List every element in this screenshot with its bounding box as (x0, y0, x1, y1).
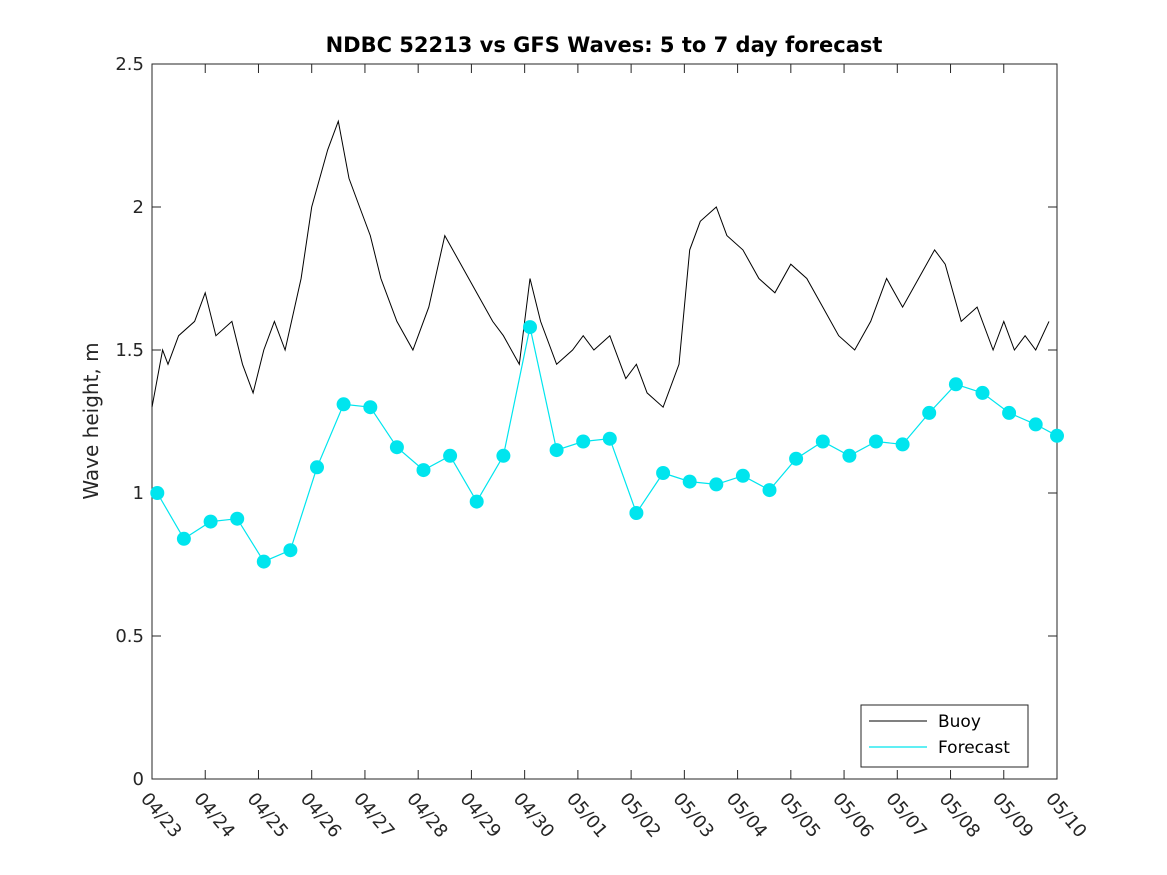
forecast-point (416, 463, 431, 478)
forecast-point (789, 451, 804, 466)
forecast-point (576, 434, 591, 449)
y-tick-label: 1.5 (115, 340, 144, 361)
x-tick-label: 05/09 (988, 789, 1037, 842)
forecast-point (922, 405, 937, 420)
forecast-point (762, 483, 777, 498)
x-tick-label: 05/03 (669, 789, 718, 842)
x-tick-label: 05/07 (881, 789, 930, 842)
x-tick-label: 04/26 (296, 789, 345, 842)
chart-title: NDBC 52213 vs GFS Waves: 5 to 7 day fore… (326, 33, 883, 57)
forecast-point (523, 320, 537, 335)
forecast-point (336, 397, 351, 412)
x-tick-label: 05/05 (775, 789, 824, 842)
forecast-point (975, 385, 990, 400)
legend-buoy-label: Buoy (938, 712, 981, 732)
legend-forecast-label: Forecast (938, 738, 1010, 758)
forecast-point (948, 377, 963, 392)
legend: Buoy Forecast (860, 704, 1029, 768)
y-axis-label: Wave height, m (79, 342, 103, 499)
forecast-point (256, 554, 271, 569)
forecast-point (150, 486, 165, 500)
x-tick-label: 05/01 (562, 789, 611, 842)
forecast-point (363, 400, 378, 415)
forecast-point (469, 494, 484, 509)
y-tick-label: 2.5 (115, 54, 144, 75)
forecast-point (709, 477, 724, 492)
forecast-point (842, 448, 857, 463)
forecast-point (496, 448, 511, 463)
forecast-point (310, 460, 324, 475)
x-tick-label: 04/27 (349, 789, 398, 842)
x-tick-label: 04/23 (136, 789, 185, 842)
forecast-point (1050, 428, 1064, 443)
forecast-point (629, 506, 644, 520)
x-tick-label: 04/28 (402, 789, 451, 842)
forecast-point (682, 474, 697, 489)
x-tick-label: 04/25 (243, 789, 292, 842)
axes-box (151, 63, 1058, 780)
x-tick-label: 04/24 (189, 789, 238, 842)
x-tick-label: 05/02 (615, 789, 664, 842)
forecast-point (176, 531, 191, 546)
forecast-point (815, 434, 830, 449)
forecast-point (735, 468, 750, 483)
y-tick-label: 1 (133, 483, 144, 504)
buoy-line (151, 119, 1050, 409)
forecast-point (602, 431, 617, 446)
forecast-point (389, 440, 404, 455)
y-tick-label: 2 (133, 197, 144, 218)
legend-box (860, 704, 1029, 768)
x-tick-label: 04/30 (509, 789, 558, 842)
x-tick-label: 05/10 (1041, 789, 1090, 842)
x-tick-label: 05/06 (828, 789, 877, 842)
forecast-point (283, 543, 298, 558)
forecast-point (1002, 405, 1017, 420)
forecast-point (895, 437, 910, 452)
forecast-point (656, 466, 671, 480)
x-tick-label: 04/29 (456, 789, 505, 842)
forecast-point (869, 434, 883, 449)
forecast-point (443, 448, 458, 463)
x-tick-label: 05/04 (722, 789, 771, 842)
forecast-point (1028, 417, 1043, 432)
x-tick-label: 05/08 (935, 789, 984, 842)
forecast-point (203, 514, 218, 529)
y-tick-label: 0 (133, 769, 144, 790)
forecast-point (230, 511, 245, 526)
y-tick-label: 0.5 (115, 626, 144, 647)
forecast-point (549, 443, 564, 458)
